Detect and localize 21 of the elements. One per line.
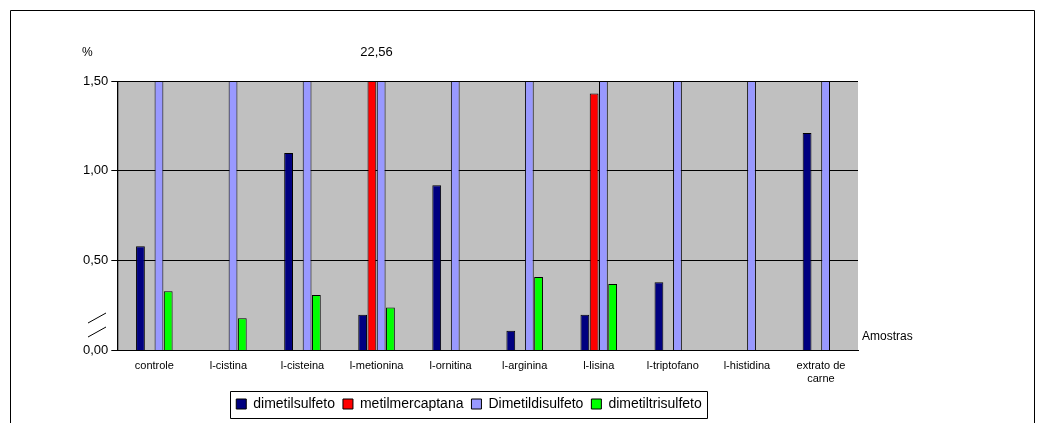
annotation: 22,56: [360, 44, 393, 60]
y-tick-label: 0,50: [82, 252, 109, 268]
x-tick-label: controle: [134, 359, 174, 372]
x-tick-label: l-cistina: [209, 359, 248, 372]
y-axis-title: %: [81, 45, 93, 60]
x-tick-label: extrato de carne: [796, 359, 846, 385]
x-tick-label: l-triptofano: [646, 359, 699, 372]
y-tick-label: 1,50: [82, 72, 109, 88]
x-tick-label: l-cisteina: [280, 359, 326, 372]
legend-label: dimetiltrisulfeto: [608, 394, 702, 411]
legend-label: Dimetildisulfeto: [488, 394, 584, 411]
y-tick-label: 1,00: [82, 162, 109, 178]
legend-label: metilmercaptana: [359, 394, 464, 411]
x-axis-title: Amostras: [862, 328, 913, 343]
y-tick-label: 0,00: [82, 342, 109, 358]
x-tick-label: l-metionina: [349, 359, 405, 372]
x-tick-label: l-lisina: [583, 359, 616, 372]
x-tick-label: l-histidina: [723, 359, 772, 372]
x-tick-label: l-arginina: [502, 359, 549, 372]
x-tick-label: l-ornitina: [429, 359, 473, 372]
legend-label: dimetilsulfeto: [253, 394, 336, 411]
